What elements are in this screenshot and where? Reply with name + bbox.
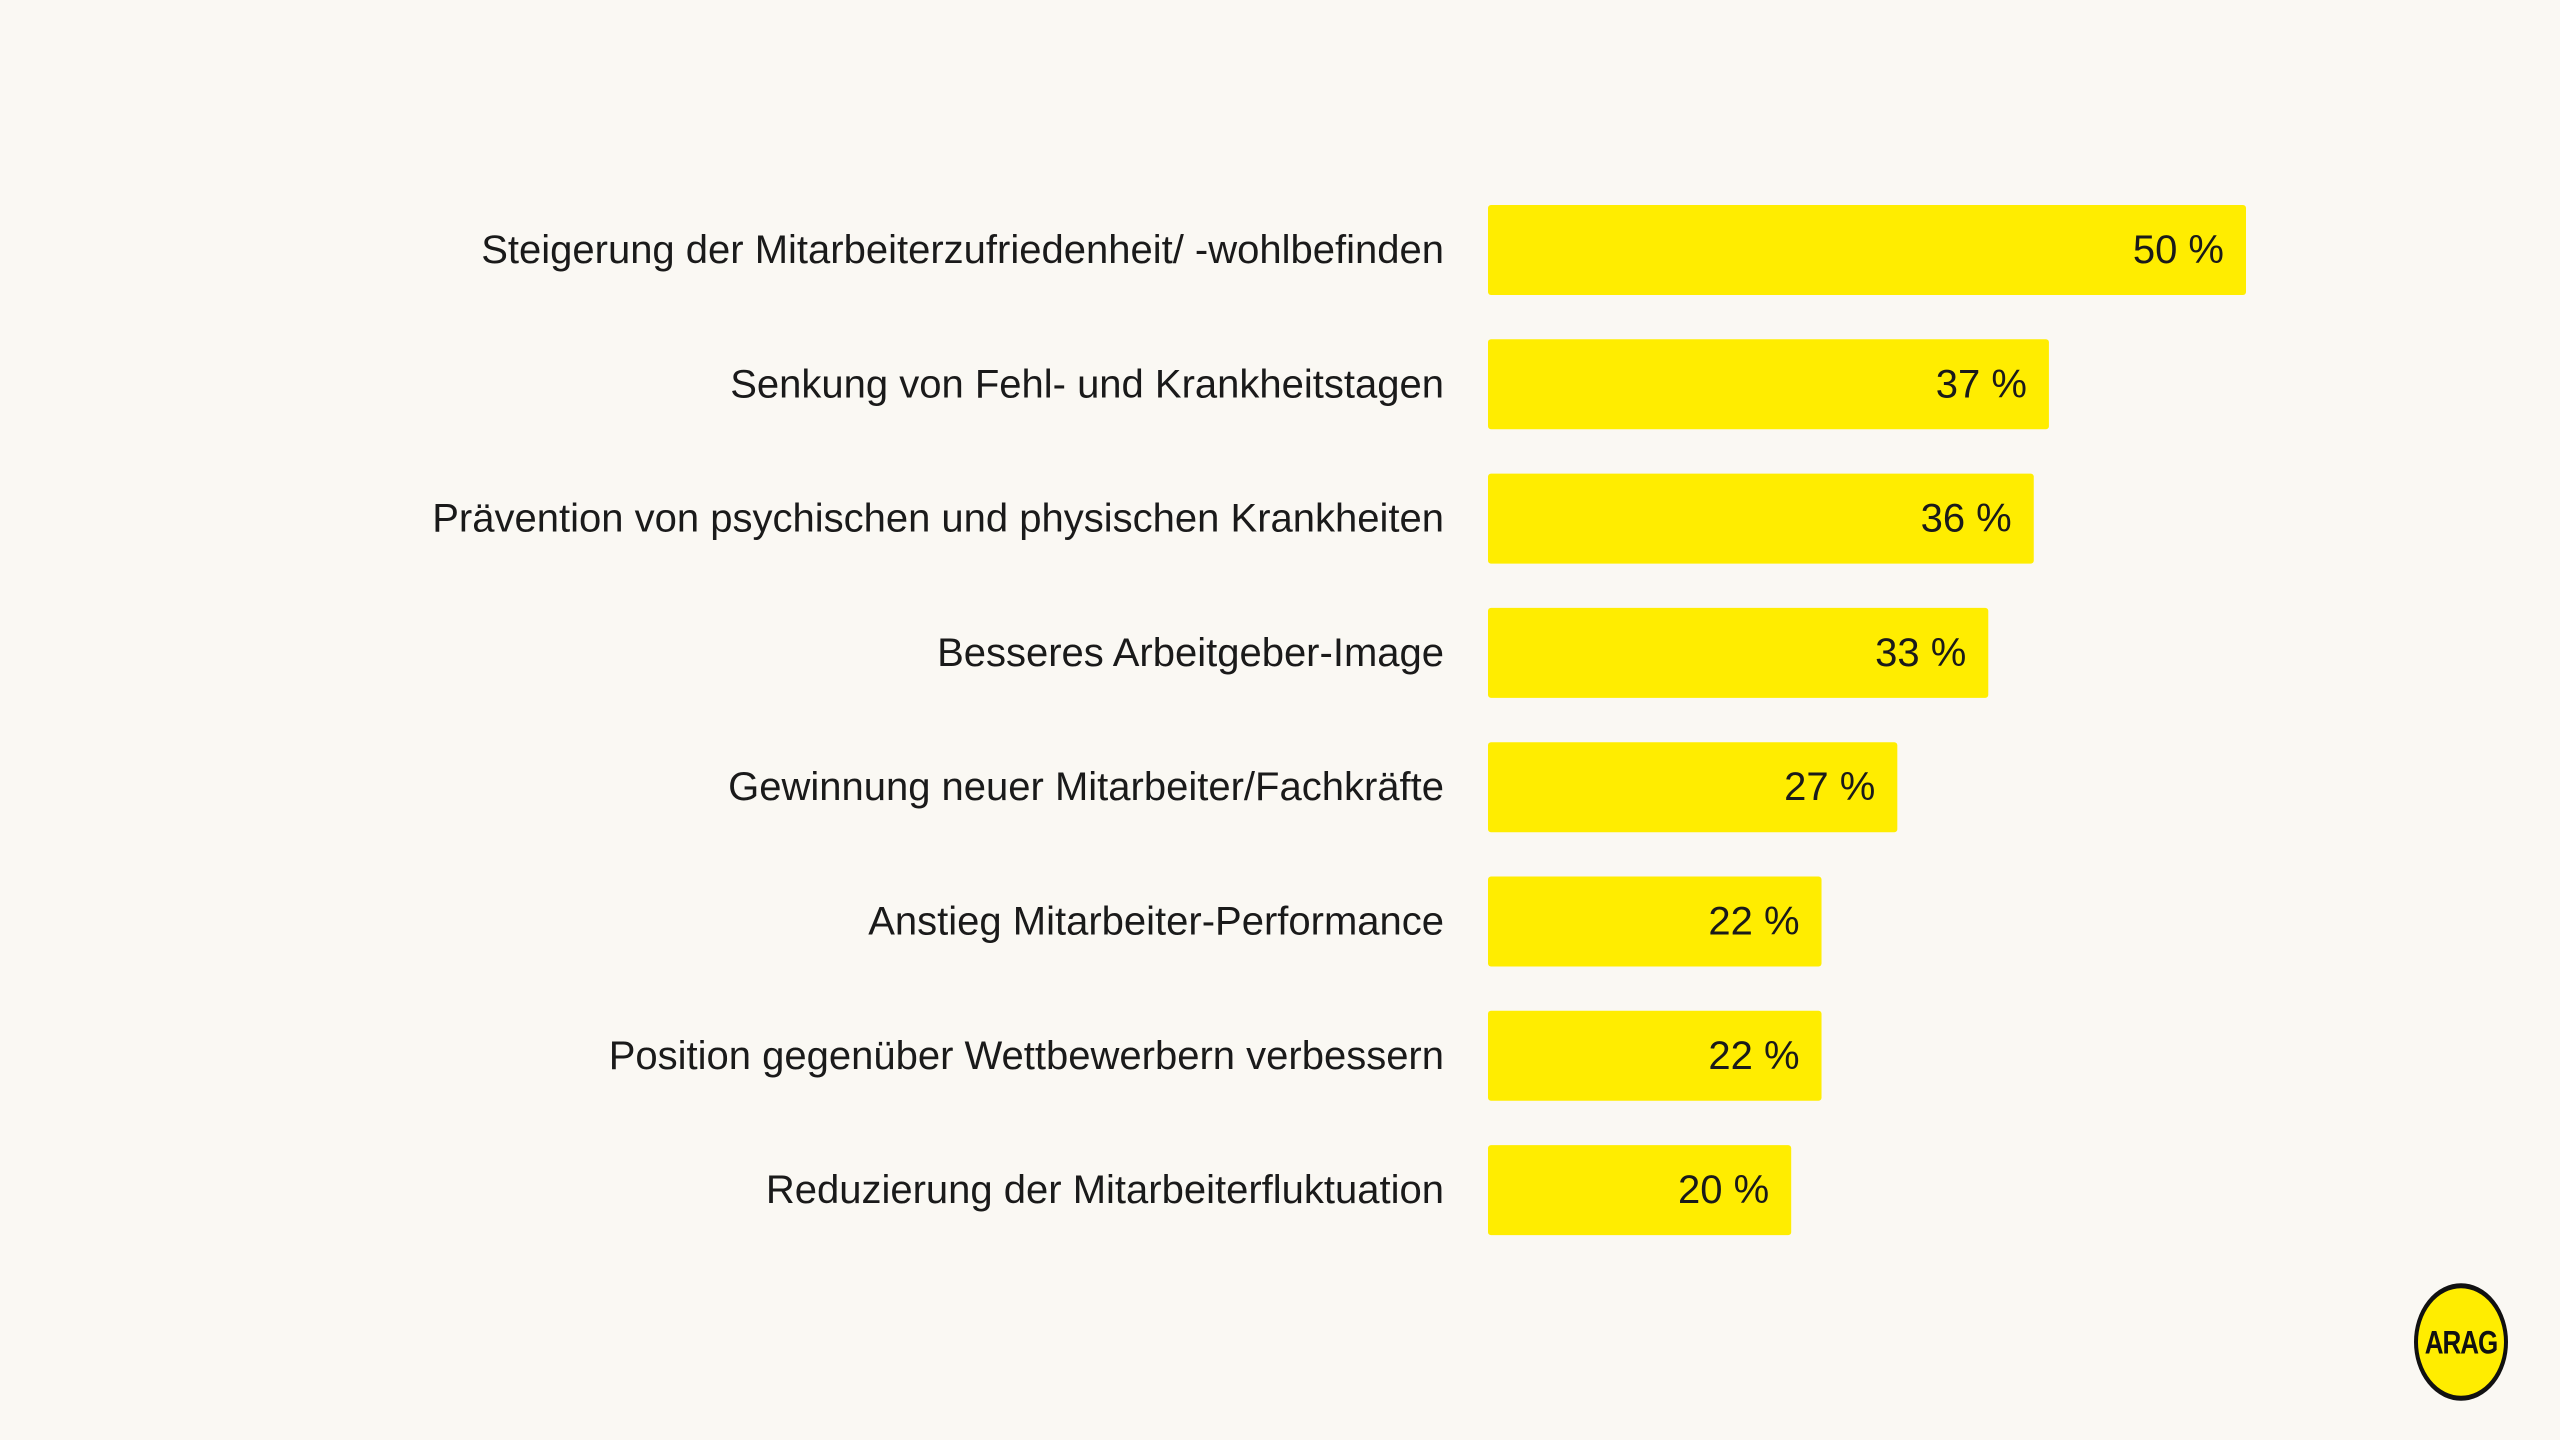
bar [1488,742,1898,833]
bar-row: Position gegenüber Wettbewerbern verbess… [609,1010,1822,1101]
category-label: Senkung von Fehl- und Krankheitstagen [730,362,1444,406]
value-label: 50 % [2133,228,2224,272]
category-label: Reduzierung der Mitarbeiterfluktuation [766,1168,1444,1212]
category-label: Prävention von psychischen und physische… [432,497,1444,541]
bar [1488,339,2049,430]
arag-logo: ARAG [2414,1283,2508,1401]
bar [1488,607,1989,698]
value-label: 37 % [1936,362,2027,406]
value-label: 20 % [1678,1168,1769,1212]
value-label: 22 % [1708,900,1799,944]
bar-row: Senkung von Fehl- und Krankheitstagen 37 … [730,339,2049,430]
value-label: 33 % [1875,631,1966,675]
bar [1488,205,2246,295]
logo-text: ARAG [2424,1322,2499,1361]
bar [1488,1145,1792,1236]
bar-row: Besseres Arbeitgeber-Image 33 % [937,607,1989,698]
category-label: Anstieg Mitarbeiter-Performance [868,900,1444,944]
category-label: Steigerung der Mitarbeiterzufriedenheit/… [481,228,1444,272]
category-label: Gewinnung neuer Mitarbeiter/Fachkräfte [728,765,1444,809]
bar [1488,1010,1822,1101]
category-label: Besseres Arbeitgeber-Image [937,631,1444,675]
category-label: Position gegenüber Wettbewerbern verbess… [609,1034,1444,1078]
bar [1488,473,2034,564]
bar-row: Prävention von psychischen und physische… [432,473,2034,564]
value-label: 22 % [1708,1034,1799,1078]
value-label: 27 % [1784,765,1875,809]
bar [1488,876,1822,967]
value-label: 36 % [1921,497,2012,541]
bar-row: Anstieg Mitarbeiter-Performance 22 % [868,876,1822,967]
bar-row: Gewinnung neuer Mitarbeiter/Fachkräfte 27… [728,742,1898,833]
bar-row: Reduzierung der Mitarbeiterfluktuation 20… [766,1145,1792,1236]
bar-row: Steigerung der Mitarbeiterzufriedenheit/… [481,205,2246,295]
